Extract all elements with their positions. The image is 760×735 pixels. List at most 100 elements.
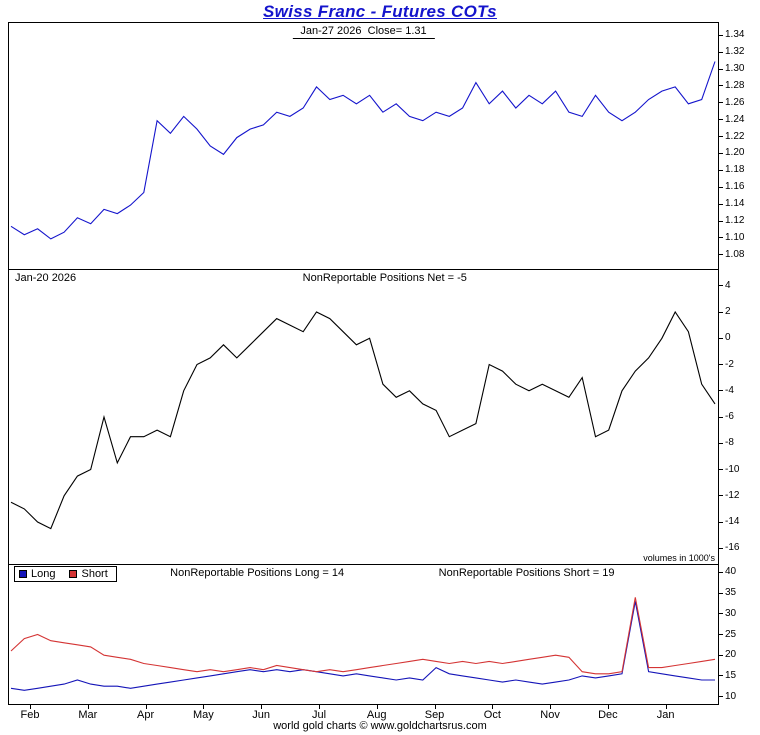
x-tick-mark	[607, 705, 609, 709]
y-tick-mark	[719, 521, 723, 523]
y-tick: -10	[719, 463, 740, 475]
price-close-annotation: Jan-27 2026 Close= 1.31	[292, 25, 435, 39]
y-tick: -16	[719, 543, 739, 553]
legend-label-short: Short	[81, 568, 108, 580]
y-tick: 35	[719, 588, 736, 598]
y-tick: 1.34	[719, 30, 744, 40]
series-line-Short	[10, 597, 716, 675]
y-tick: 1.12	[719, 216, 744, 226]
legend-label-long: Long	[31, 568, 56, 580]
x-tick-mark	[550, 705, 552, 709]
y-tick-label: 1.26	[725, 96, 745, 108]
y-tick-label: 15	[725, 669, 737, 681]
x-tick-mark	[665, 705, 667, 709]
short-swatch-icon	[69, 570, 78, 578]
x-tick-label: Jul	[311, 709, 327, 721]
x-tick-label: Sep	[424, 709, 445, 721]
y-tick-mark	[719, 571, 723, 573]
y-tick-mark	[719, 442, 723, 444]
long-short-panel: Long Short NonReportable Positions Long …	[8, 565, 719, 705]
short-positions-annotation: NonReportable Positions Short = 19	[438, 567, 615, 579]
y-tick-label: 1.24	[725, 113, 745, 125]
y-tick: 2	[719, 307, 731, 317]
x-tick-mark	[30, 705, 32, 709]
x-axis: Feb Mar Apr May Jun Jul Aug Sep Oct Nov Dec Jan	[8, 705, 719, 723]
y-tick: 40	[719, 567, 736, 577]
y-tick: 1.32	[719, 47, 744, 57]
y-tick: 15	[719, 669, 737, 681]
y-tick-mark	[719, 119, 723, 121]
x-tick-label: May	[192, 709, 214, 721]
x-tick-label: Nov	[540, 709, 560, 721]
legend: Long Short	[14, 566, 117, 582]
y-tick-label: 2	[725, 306, 731, 317]
y-tick-label: 1.10	[725, 231, 745, 243]
y-tick: -8	[719, 438, 734, 448]
long-short-line-chart	[10, 597, 716, 691]
y-tick-mark	[719, 547, 723, 549]
y-tick-mark	[719, 634, 723, 635]
y-tick-label: -10	[725, 463, 740, 475]
y-tick-mark	[719, 495, 723, 497]
y-tick-label: 1.16	[725, 181, 745, 193]
price-line-chart	[10, 61, 716, 240]
y-tick-label: 10	[725, 690, 737, 702]
y-tick: -12	[719, 490, 739, 501]
y-tick-mark	[719, 152, 723, 154]
footer-link[interactable]: www.goldchartsrus.com	[370, 720, 487, 732]
y-tick-label: -6	[725, 411, 734, 422]
y-tick-mark	[719, 51, 723, 53]
y-tick-label: 1.18	[725, 164, 745, 176]
y-tick-mark	[719, 254, 723, 256]
y-tick: 1.14	[719, 199, 744, 209]
series-line-Long	[10, 601, 715, 691]
y-tick-mark	[719, 237, 723, 239]
y-tick-label: 20	[725, 649, 737, 661]
x-tick-mark	[492, 705, 494, 709]
y-tick: 30	[719, 607, 737, 619]
y-tick: 1.24	[719, 113, 745, 125]
series-line-price	[10, 61, 716, 240]
y-tick-mark	[719, 136, 723, 138]
x-tick-mark	[376, 705, 378, 709]
y-tick-label: 1.08	[725, 248, 745, 260]
y-tick-mark	[719, 469, 723, 470]
cot-date-label: Jan-20 2026	[15, 272, 77, 284]
y-tick-label: 30	[725, 607, 737, 619]
y-tick-mark	[719, 186, 723, 188]
x-tick-label: Jan	[656, 709, 675, 721]
y-tick-mark	[719, 203, 723, 205]
net-positions-annotation: NonReportable Positions Net = -5	[302, 272, 467, 284]
y-tick: -14	[719, 517, 739, 527]
x-tick-label: Aug	[366, 709, 387, 721]
y-tick-label: 1.32	[725, 46, 745, 58]
y-tick-label: 40	[725, 566, 737, 578]
y-tick: 0	[719, 333, 731, 343]
y-tick-mark	[719, 85, 723, 87]
y-tick-label: 4	[725, 279, 731, 291]
y-tick-mark	[719, 390, 723, 392]
legend-item-long: Long	[19, 568, 55, 580]
y-tick-mark	[719, 613, 723, 615]
y-tick-label: -14	[725, 516, 740, 527]
price-panel: Jan-27 2026 Close= 1.31	[8, 22, 719, 270]
x-tick-label: Dec	[598, 709, 618, 721]
y-tick-label: 35	[725, 587, 737, 599]
long-swatch-icon	[19, 570, 27, 578]
y-tick: 1.18	[719, 165, 744, 175]
y-tick-label: 0	[725, 332, 731, 344]
y-tick: 25	[719, 629, 736, 640]
y-tick-label: -2	[725, 358, 734, 370]
x-tick-label: Mar	[78, 709, 98, 721]
y-tick-mark	[719, 220, 723, 222]
y-tick: 1.08	[719, 248, 745, 260]
net-line-chart	[10, 310, 716, 530]
x-tick-mark	[261, 705, 263, 709]
y-tick: 1.20	[719, 148, 744, 158]
x-tick-label: Jun	[252, 709, 271, 721]
y-tick-mark	[719, 311, 723, 313]
y-tick-label: 1.28	[725, 79, 745, 91]
y-tick-label: 1.22	[725, 130, 745, 142]
y-tick: -6	[719, 412, 734, 422]
